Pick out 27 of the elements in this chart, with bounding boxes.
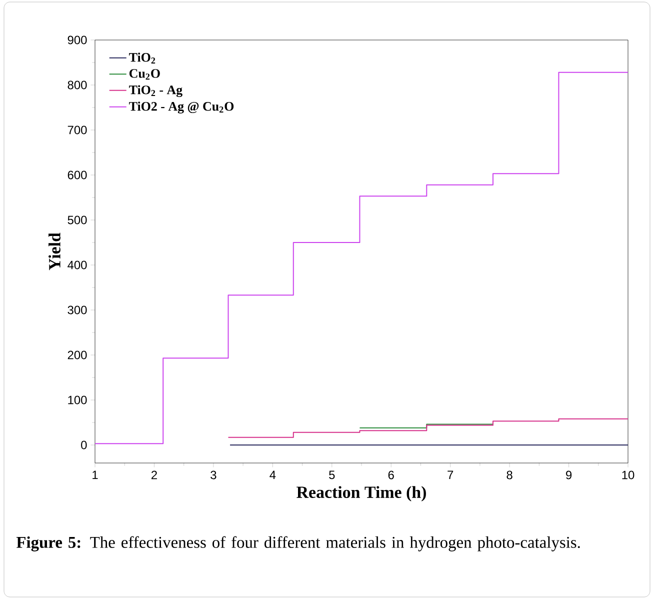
x-tick-label: 4 [270,470,276,479]
y-tick-label: 900 [68,36,87,44]
x-tick-label: 8 [506,470,512,480]
y-tick-label: 800 [68,80,87,90]
y-tick-label: 300 [68,306,87,314]
legend-label: TiO$_{2}$ - Ag [129,85,182,97]
y-tick-label: 0 [81,440,87,450]
x-tick-label: 3 [210,470,216,480]
y-axis-title: Yield [48,232,60,270]
y-tick-label: 500 [68,216,87,224]
y-tick-label: 600 [68,170,87,180]
x-tick-label: 2 [151,470,157,480]
x-tick-label: 6 [388,470,394,480]
x-tick-label: 10 [622,470,634,480]
y-tick-label: 200 [68,350,87,360]
legend-label: TiO$_{2}$ [129,52,156,64]
x-tick-label: 7 [448,470,454,479]
legend-label: Cu$_{2}$O [129,69,160,80]
legend-label: TiO2 - Ag @ Cu$_{2}$O [129,102,234,114]
x-tick-label: 5 [329,470,335,480]
y-tick-label: 700 [68,126,87,134]
x-axis-title: Reaction Time (h) [296,486,426,502]
x-tick-label: 1 [92,470,98,479]
text: Figure 5: The effectiveness of four different materials in hydrogen photo-catalysis. [16,536,580,552]
x-tick-label: 9 [566,470,572,480]
y-tick-label: 100 [68,396,87,404]
y-tick-label: 400 [68,260,87,270]
